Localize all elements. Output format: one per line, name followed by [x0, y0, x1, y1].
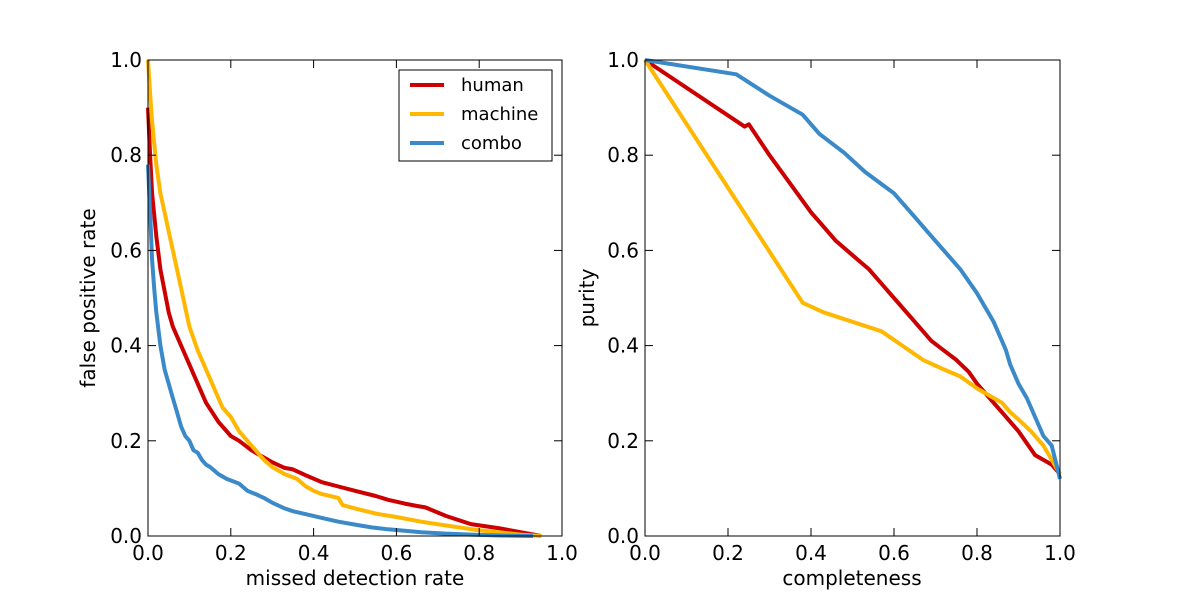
left-plot-ytick-label-3: 0.6: [110, 238, 142, 262]
right-plot-frame: [644, 59, 1061, 537]
right-plot-series-line-1: [643, 58, 1062, 476]
legend: human machine combo: [398, 69, 553, 162]
left-plot-ytick-label-0: 0.0: [110, 524, 142, 548]
right-plot-series-line-2: [643, 58, 1062, 476]
right-plot-ylabel: purity: [575, 268, 599, 327]
right-plot-xtick-label-3: 0.6: [878, 541, 910, 565]
left-plot-ytick-label-2: 0.4: [110, 334, 142, 358]
right-plot-ytick-label-0: 0.0: [607, 524, 639, 548]
right-plot-ytick-label-5: 1.0: [607, 48, 639, 72]
left-plot-series-line-human: [146, 107, 542, 538]
right-plot-xtick-label-0: 0.0: [629, 541, 661, 565]
right-plot-xtick-label-2: 0.4: [795, 541, 827, 565]
right-plot-xtick-label-1: 0.2: [712, 541, 744, 565]
right-plot-ytick-label-2: 0.4: [607, 334, 639, 358]
left-plot-ylabel: false positive rate: [76, 208, 100, 387]
left-plot-xtick-label-1: 0.2: [215, 541, 247, 565]
left-plot-xtick-label-3: 0.6: [380, 541, 412, 565]
legend-label-machine: machine: [461, 104, 538, 125]
left-plot-xtick-label-4: 0.8: [463, 541, 495, 565]
right-plot-xtick-label-4: 0.8: [961, 541, 993, 565]
left-plot-ytick-label-5: 1.0: [110, 48, 142, 72]
right-plot-ytick-label-4: 0.8: [607, 143, 639, 167]
right-plot-series-line-3: [644, 58, 1062, 480]
right-plot-ytick-label-1: 0.2: [607, 429, 639, 453]
left-plot-xtick-label-5: 1.0: [546, 541, 578, 565]
right-plot: 0.0 0.2 0.4 0.6 0.8 1.0 0.0 0.2 0.4 0.6 0.8 1.0 com…: [575, 48, 1076, 590]
left-plot-frame: [147, 59, 563, 537]
legend-label-human: human: [461, 75, 524, 96]
right-plot-ytick-label-3: 0.6: [607, 238, 639, 262]
left-plot-series-line-machine: [146, 59, 542, 538]
right-plot-xtick-label-5: 1.0: [1044, 541, 1076, 565]
left-plot-ytick-label-4: 0.8: [110, 143, 142, 167]
left-plot-series-line-combo: [146, 164, 534, 538]
left-plot-ytick-label-1: 0.2: [110, 429, 142, 453]
right-plot-xlabel: completeness: [782, 566, 921, 590]
left-plot-xtick-label-2: 0.4: [298, 541, 330, 565]
left-plot-xlabel: missed detection rate: [246, 566, 465, 590]
legend-label-combo: combo: [461, 133, 522, 154]
right-plot-series: [643, 58, 1062, 480]
left-plot-xtick-label-0: 0.0: [132, 541, 164, 565]
left-plot-series: [146, 59, 542, 538]
right-plot-ticks: 0.0 0.2 0.4 0.6 0.8 1.0 0.0 0.2 0.4 0.6 0.8 1.0: [607, 48, 1076, 565]
left-plot: 0.0 0.2 0.4 0.6 0.8 1.0 0.0 0.2 0.4 0.6 0.8 1.0 mis…: [76, 48, 578, 590]
left-plot-ticks: 0.0 0.2 0.4 0.6 0.8 1.0 0.0 0.2 0.4 0.6 0.8 1.0: [110, 48, 578, 565]
